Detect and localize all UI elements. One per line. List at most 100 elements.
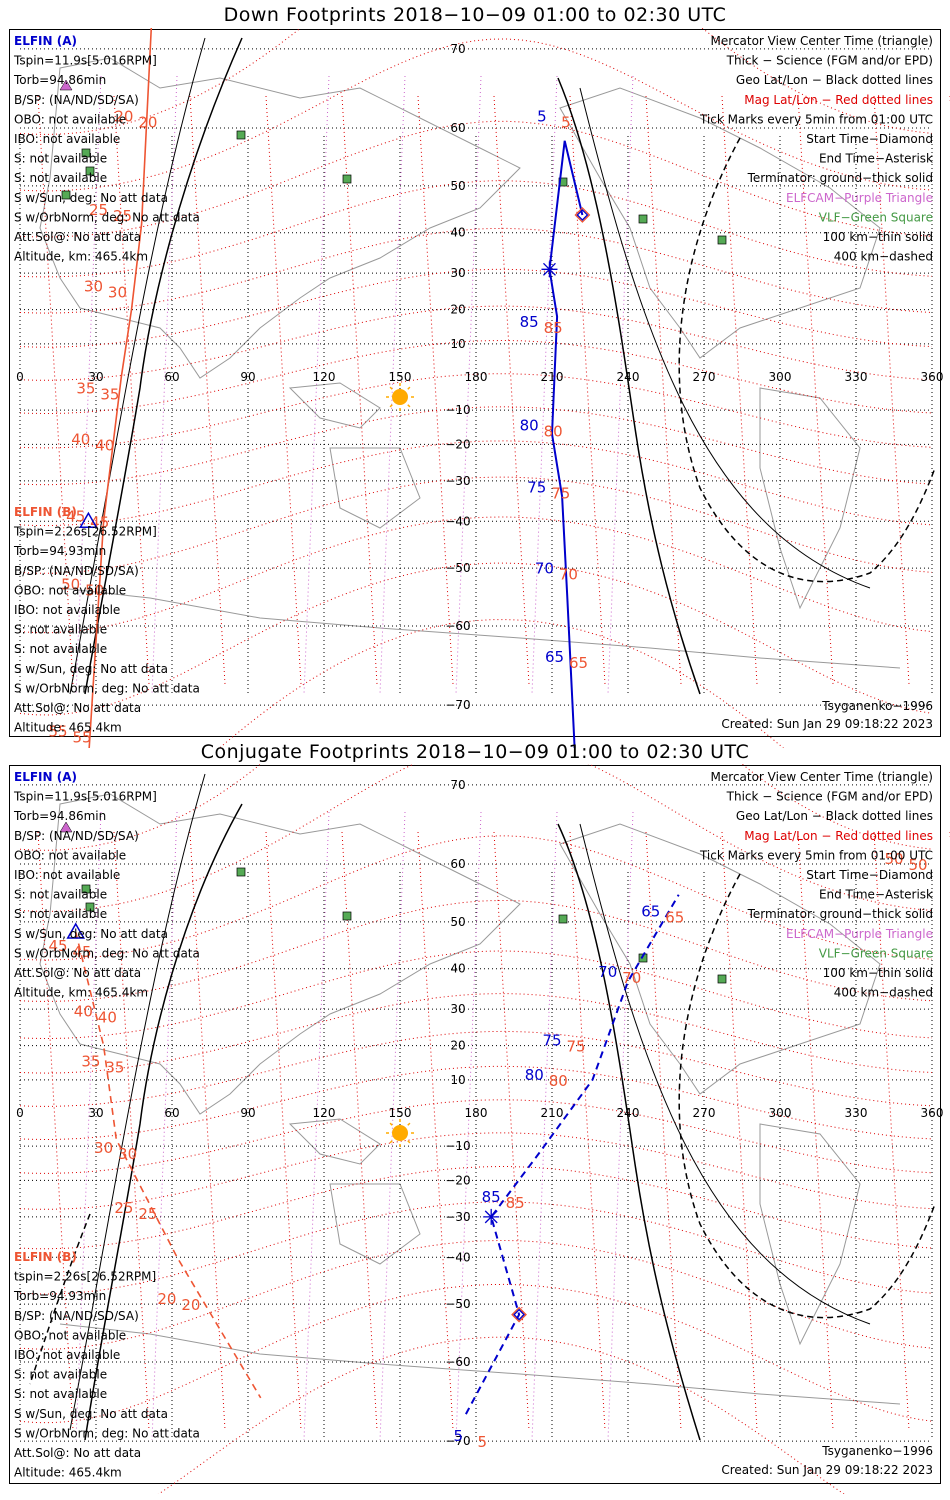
y-tick-label: −30 [445,474,470,488]
y-tick-label: −60 [445,1355,470,1369]
tick-mark-label: 50 [884,850,903,868]
vlf-square-icon [717,974,727,984]
elfcam-line [607,811,634,1441]
tick-mark-label: 70 [598,963,617,981]
tick-mark-label: 5 [453,1427,463,1445]
elfin-a-info-line: S: not available [14,171,107,185]
tick-mark-label-b: 40 [95,436,114,454]
panel2-elfcam-lines [75,811,634,1441]
tick-mark-label: 35 [81,1052,100,1070]
elfin-a-info-line: Altitude, km: 465.4km [14,250,148,264]
x-tick-label: 120 [313,1106,336,1120]
tick-mark-label-b: 25 [138,1205,157,1223]
mag-latitude-line [19,1030,933,1107]
elfin-a-info-line: S: not available [14,907,107,921]
track-line-elfin-a [465,894,680,1415]
elfin-b-info-line: S: not available [14,1387,107,1401]
y-tick-label: −40 [445,1250,470,1264]
coastline [288,382,381,429]
elfin-a-info-line: IBO: not available [14,132,120,146]
panel1-mag-grid [19,28,950,748]
elfin-b-info-line: S w/Sun, deg: No att data [14,662,168,676]
elfin-b-info-line: Torb=94.93min [13,1289,106,1303]
tick-mark-label-b: 65 [569,654,588,672]
x-tick-label: 90 [240,370,255,384]
elfin-b-info-line: S: not available [14,623,107,637]
panel1-model: Tsyganenko−1996 [821,699,933,713]
panel2-tracks: 5 5 85 85 80 80 75 75 70 70 65 65 45 45 40 40 35 35 30 30 25… [48,821,928,1451]
elfin-b-info-line: IBO: not available [14,603,120,617]
tick-mark-label-b: 70 [559,565,578,583]
tick-mark-label: 80 [525,1066,544,1084]
y-tick-label: −10 [445,403,470,417]
elfcam-line [531,811,558,1441]
x-tick-label: 60 [164,1106,179,1120]
tick-mark-label-b: 65 [665,909,684,927]
legend-line: Geo Lat/Lon − Black dotted lines [736,73,933,87]
panel2-left-text-a: ELFIN (A) Tspin=11.9s[5.016RPM] Torb=94.86… [13,770,200,1000]
vlf-square-icon [85,902,95,912]
tick-mark-label: 20 [157,1290,176,1308]
panel2-title: Conjugate Footprints 2018−10−09 01:00 to… [200,741,750,763]
panel1-created: Created: Sun Jan 29 09:18:22 2023 [721,717,933,731]
tick-mark-label: 25 [89,201,108,219]
tick-mark-label-b: 55 [72,728,91,746]
elfin-a-info-line: ELFIN (A) [14,770,77,784]
y-tick-label: −70 [445,698,470,712]
tick-mark-label-b: 35 [105,1058,124,1076]
x-tick-label: 210 [541,370,564,384]
y-tick-label: 20 [450,303,465,317]
tick-mark-label-b: 5 [561,113,571,131]
x-tick-label: 360 [921,370,944,384]
mag-latitude-line [19,1065,933,1141]
vlf-square-icon [61,190,71,200]
legend-line: 100 km−thin solid [823,966,933,980]
terminator-400km-line [678,873,936,1319]
tick-mark-label: 55 [48,722,67,740]
elfin-b-info-line: Torb=94.93min [13,544,106,558]
panel2-map: 0 30 60 90 120 150 180 210 240 270 300 330 360 70 60 50… [9,764,950,1494]
terminator-line [557,823,701,1441]
tick-mark-label: 80 [520,417,539,435]
y-tick-label: −70 [445,1434,470,1448]
elfin-a-info-line: Tspin=11.9s[5.016RPM] [13,790,157,804]
legend-line: Mag Lat/Lon − Red dotted lines [744,829,933,843]
x-tick-label: 270 [693,370,716,384]
tick-mark-label-b: 30 [118,1145,137,1163]
y-tick-label: −50 [445,561,470,575]
tick-mark-label-b: 35 [100,386,119,404]
mag-latitude-line [19,406,933,486]
terminator-line [557,77,701,695]
x-tick-label: 60 [164,370,179,384]
elfcam-line [455,811,482,1441]
vlf-square-icon [236,130,246,140]
vlf-square-icon [85,166,95,176]
legend-line: Thick − Science (FGM and/or EPD) [726,54,933,68]
elfin-a-info-line: S w/OrbNorm, deg: No att data [14,946,200,960]
sun-ray [407,1122,411,1126]
legend-line: ELFCAM−Purple Triangle [786,927,933,941]
y-tick-label: 30 [450,266,465,280]
panel2-vlf-stations [81,867,727,984]
tick-mark-label-b: 40 [98,1009,117,1027]
elfin-a-info-line: S w/OrbNorm, deg: No att data [14,210,200,224]
panel1-terminator [69,37,936,695]
elfin-b-info-line: OBO: not available [14,1328,126,1342]
elfin-b-info-line: S w/OrbNorm, deg: No att data [14,681,200,695]
y-tick-label: −30 [445,1210,470,1224]
elfin-b-info-line: S: not available [14,1368,107,1382]
panel1-left-text-a: ELFIN (A) Tspin=11.9s[5.016RPM] Torb=94.86… [13,34,200,264]
tick-mark-label-b: 20 [138,113,157,131]
x-tick-label: 300 [769,370,792,384]
tick-mark-label: 45 [48,937,67,955]
track-line-elfin-a [548,140,584,748]
diamond-icon [574,207,591,223]
elfin-a-info-line: B/SP: (NA/ND/SD/SA) [14,93,139,107]
tick-mark-label: 65 [641,903,660,921]
tick-mark-label-b: 85 [544,319,563,337]
panel1-geo-grid [19,48,933,706]
y-tick-label: 50 [450,179,465,193]
legend-line: End Time−Asterisk [819,888,933,902]
legend-line: VLF−Green Square [819,210,933,224]
